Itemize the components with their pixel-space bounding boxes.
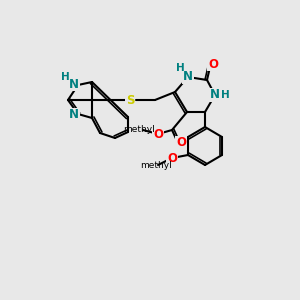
Text: methyl: methyl xyxy=(140,160,172,169)
Text: N: N xyxy=(69,77,79,91)
Text: H: H xyxy=(176,63,184,73)
Text: S: S xyxy=(126,94,134,106)
Text: O: O xyxy=(176,136,186,149)
Text: H: H xyxy=(220,90,230,100)
Text: N: N xyxy=(183,70,193,83)
Text: methyl: methyl xyxy=(123,124,155,134)
Text: H: H xyxy=(61,72,69,82)
Text: N: N xyxy=(69,109,79,122)
Text: O: O xyxy=(153,128,163,142)
Text: O: O xyxy=(167,152,177,164)
Text: O: O xyxy=(208,58,218,70)
Text: N: N xyxy=(210,88,220,101)
